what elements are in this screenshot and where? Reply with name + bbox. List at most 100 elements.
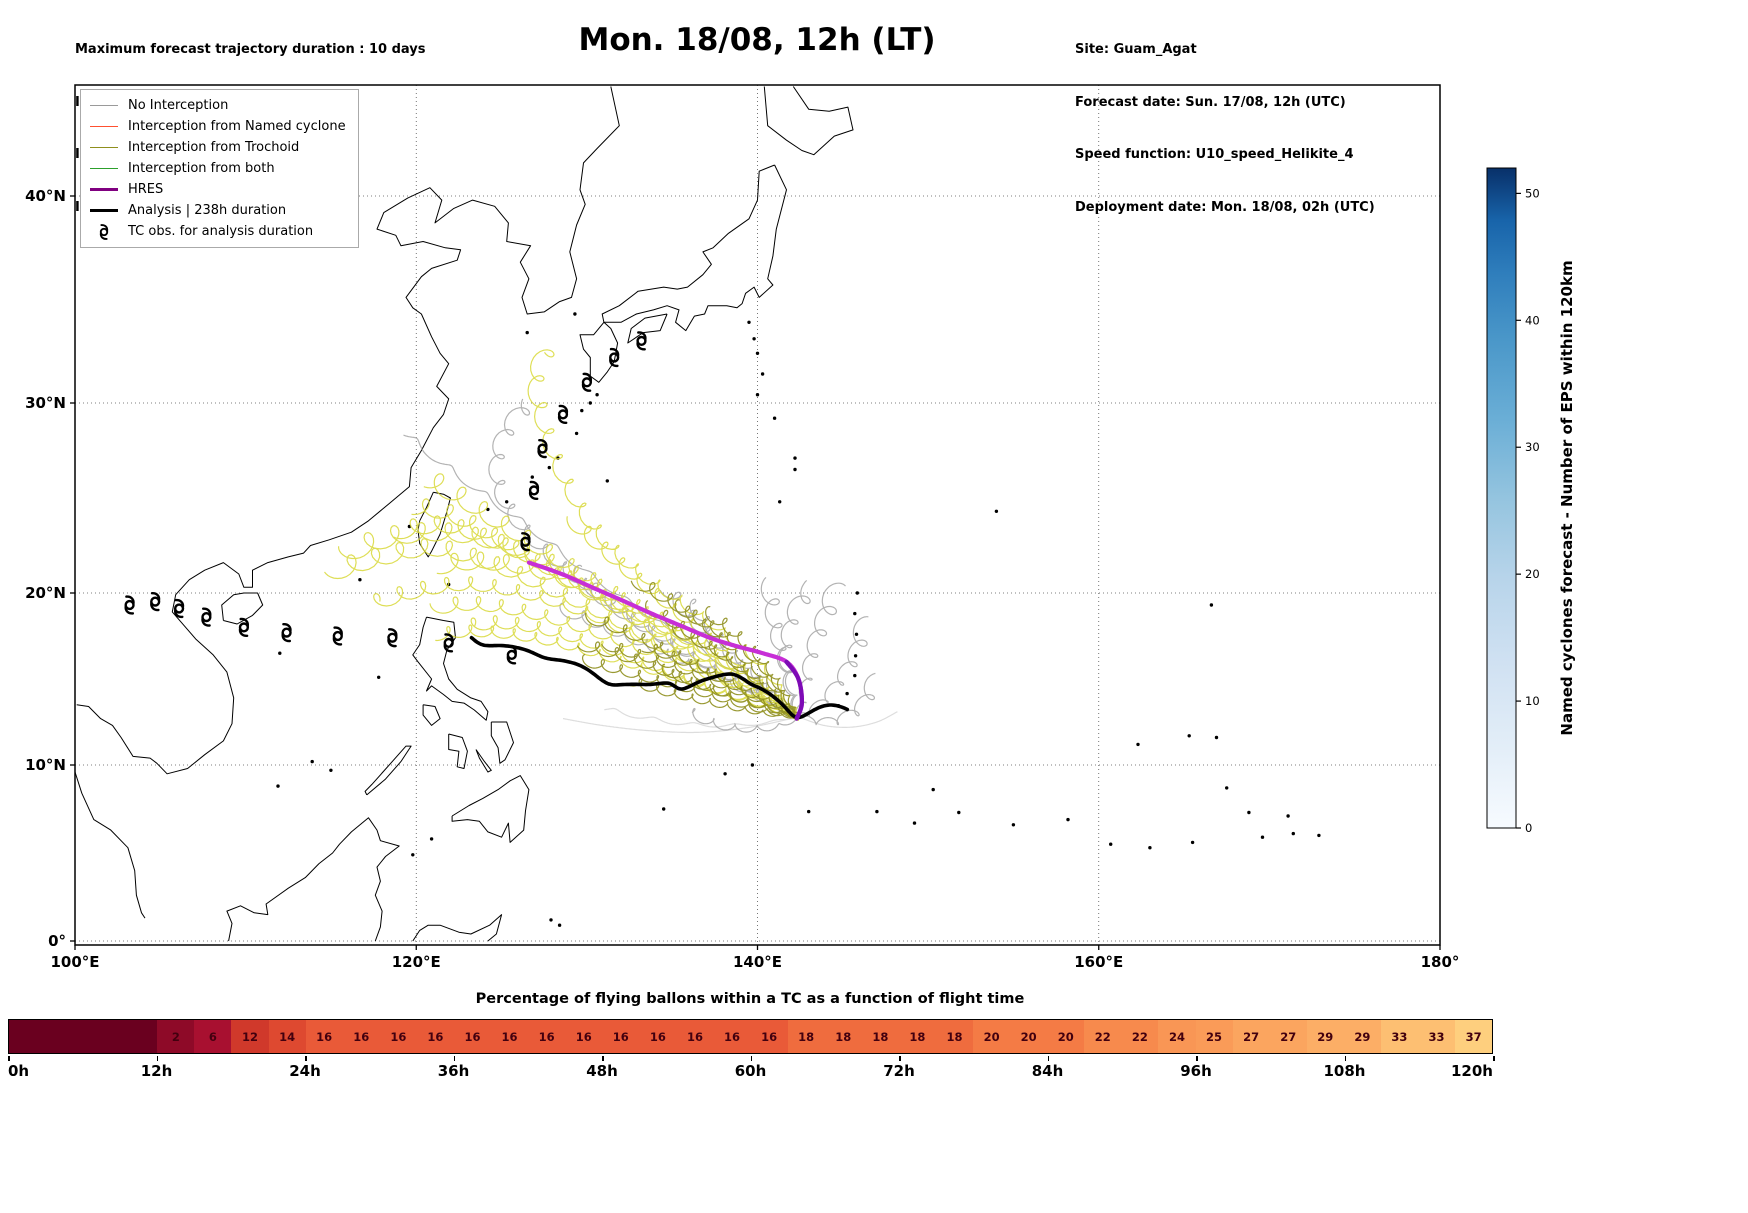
legend-line-swatch (89, 147, 119, 148)
flight-time-cell: 2 (157, 1020, 195, 1053)
hres-track-start (784, 659, 804, 721)
island-dot (853, 611, 857, 616)
legend-line-swatch (89, 188, 119, 191)
island-dot (329, 768, 333, 772)
colorbar-tick-label: 20 (1525, 567, 1540, 581)
flight-time-cell: 12 (231, 1020, 269, 1053)
flight-time-cell: 16 (305, 1020, 343, 1053)
trajectory (429, 596, 802, 718)
legend-line (90, 105, 118, 106)
x-tick-label: 140°E (733, 953, 782, 971)
flight-time-tickmark (750, 1056, 752, 1061)
legend-item: HRES (89, 179, 346, 200)
legend-item-label: Interception from both (128, 161, 275, 176)
flight-time-cell: 20 (1010, 1020, 1048, 1053)
island-dot (747, 320, 751, 324)
flight-time-axis: 0h 12h 24h 36h 48h 60h 72h 84h 96h 108h 120h (8, 1056, 1495, 1082)
trajectory (691, 707, 800, 733)
tc-obs-symbol (124, 595, 135, 615)
island-dot (854, 632, 859, 636)
trajectory (795, 672, 876, 726)
flight-time-tickmark (899, 1056, 901, 1061)
island-dot (574, 431, 579, 436)
y-tick-label: 10°N (25, 756, 66, 774)
trajectory (644, 600, 798, 719)
flight-time-cell: 16 (602, 1020, 640, 1053)
run-line: Forecast date: Sun. 17/08, 12h (UTC) (1075, 94, 1346, 110)
legend-item: TC obs. for analysis duration (89, 221, 346, 242)
island-dot (580, 408, 584, 413)
colorbar-tick-label: 10 (1525, 694, 1540, 708)
figure-title: Mon. 18/08, 12h (LT) (578, 22, 936, 58)
island-dot (1148, 846, 1152, 850)
map-legend: No Interception Interception from Named c… (80, 89, 359, 248)
trajectory (705, 605, 800, 715)
island-dot (588, 401, 592, 405)
flight-time-cell: 20 (973, 1020, 1011, 1053)
flight-time-cell: 16 (713, 1020, 751, 1053)
island-dot (1286, 814, 1290, 818)
island-dot (845, 691, 849, 696)
legend-line-swatch (89, 168, 119, 169)
flight-time-cell: 24 (1158, 1020, 1196, 1053)
legend-item: Interception from Trochoid (89, 137, 346, 158)
island-dot (807, 809, 811, 814)
island-dot (549, 918, 553, 922)
coastline (451, 775, 530, 843)
tc-obs-symbol (506, 645, 517, 665)
legend-item: Analysis | 238h duration (89, 200, 346, 221)
coastline (448, 733, 468, 769)
flight-time-cell (46, 1020, 84, 1053)
flight-time-tickmark (305, 1056, 307, 1061)
island-dot (276, 784, 280, 788)
y-tick-label: 0° (48, 932, 66, 950)
flight-time-cell: 18 (824, 1020, 862, 1053)
run-line: Site: Guam_Agat (1075, 42, 1197, 57)
colorbar-tick-label: 30 (1525, 440, 1540, 454)
island-dot (505, 500, 509, 504)
flight-time-tick-label: 12h (140, 1062, 173, 1080)
y-tick-label: 20°N (25, 584, 66, 602)
trajectory (661, 663, 800, 718)
config-line: Maximum forecast trajectory duration : 1… (75, 42, 426, 57)
coastline (579, 321, 619, 383)
island-dot (875, 809, 879, 814)
flight-time-cell: 16 (379, 1020, 417, 1053)
island-dot (755, 351, 760, 355)
trajectories-no-interception (403, 398, 876, 733)
flight-time-cell (120, 1020, 158, 1053)
coastline (221, 592, 264, 625)
flight-time-tick-label: 24h (289, 1062, 321, 1080)
flight-time-tickmark (1493, 1056, 1495, 1061)
island-dot (1187, 734, 1191, 738)
island-dot (358, 578, 362, 582)
island-dot (855, 591, 859, 595)
x-tick-label: 120°E (392, 953, 441, 971)
island-dot (994, 509, 999, 513)
trajectory (778, 579, 811, 720)
tc-obs-symbol (387, 628, 398, 648)
coastline (475, 749, 492, 773)
island-dot (605, 479, 609, 483)
flight-time-cell (83, 1020, 121, 1053)
island-dot (912, 821, 917, 825)
legend-item-label: TC obs. for analysis duration (128, 224, 314, 239)
flight-time-cell: 18 (861, 1020, 899, 1053)
trajectory (403, 434, 800, 719)
flight-time-tickmark (156, 1056, 158, 1061)
island-dot (525, 330, 529, 335)
flight-time-cell: 14 (268, 1020, 306, 1053)
flight-time-cell: 33 (1380, 1020, 1418, 1053)
island-dot (595, 393, 599, 397)
legend-line-swatch (89, 209, 119, 212)
flight-time-cell: 16 (750, 1020, 788, 1053)
x-tick-label: 160°E (1074, 953, 1123, 971)
island-dot (1291, 831, 1296, 836)
island-dot (778, 500, 782, 504)
flight-time-tick-label: 96h (1180, 1062, 1212, 1080)
flight-time-tickmark (1196, 1056, 1198, 1061)
trajectory (566, 516, 798, 716)
flight-time-tick-label: 60h (734, 1062, 767, 1080)
trajectory (563, 716, 799, 734)
trajectory (629, 678, 799, 719)
